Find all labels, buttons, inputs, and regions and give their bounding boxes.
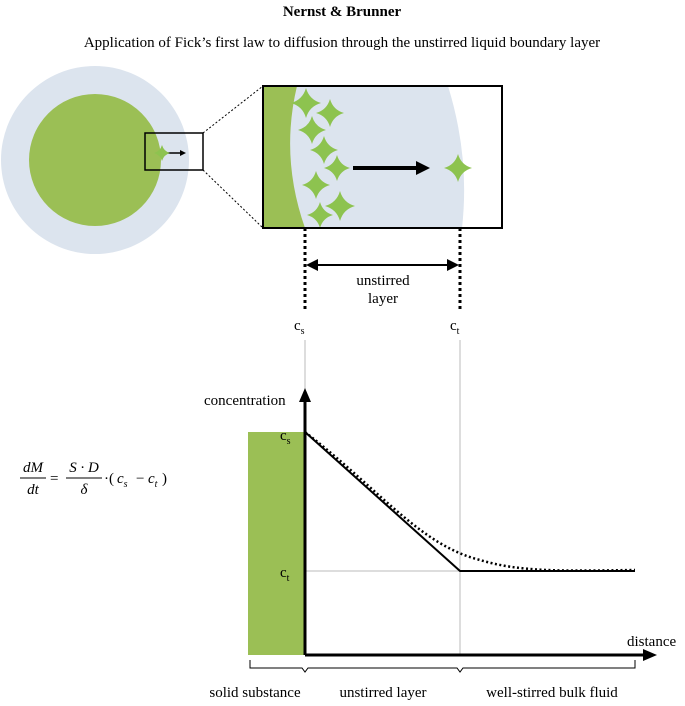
molecule [444,154,472,182]
eq-part: ·( [104,471,114,487]
cs-label: cs [280,428,291,447]
molecule [302,171,330,199]
region-label: solid substance [209,685,301,701]
eq-part: ct [148,471,158,490]
eq-part: ) [162,471,167,487]
x-label: distance [627,634,676,650]
cs-label: cs [294,318,305,337]
ct-label: ct [280,565,290,584]
eq-part: dt [27,482,40,498]
region-bracket [249,660,636,673]
title: Nernst & Brunner [283,4,402,20]
eq-part: cs [117,471,128,490]
subtitle: Application of Fick’s first law to diffu… [84,35,600,51]
x-axis-head [643,649,657,661]
molecule [298,116,326,144]
zoom-line [202,85,264,134]
linear-profile [304,431,635,572]
eq-part: δ [81,482,89,498]
y-axis-head [299,388,311,402]
molecule [324,155,350,181]
eq-part: − [136,471,144,487]
equation: dM dt = S · D δ ·( cs − ct ) [20,460,167,498]
y-label: concentration [204,393,286,409]
mini-arrow-head [180,150,186,156]
molecule [310,136,338,164]
layer-label: layer [368,291,398,307]
zoom-line [202,169,264,229]
molecule [154,145,170,161]
diffusion-arrow-head [416,161,430,175]
real-profile [304,431,636,572]
layer-label: unstirred [356,273,410,289]
zoom-frame [262,85,503,229]
solid-block [248,432,305,655]
eq-part: S · D [69,460,99,476]
molecule [307,202,333,228]
region-label: unstirred layer [339,685,426,701]
region-label: well-stirred bulk fluid [486,685,618,701]
particle-circle [29,94,161,226]
molecule [291,88,321,118]
eq-part: dM [23,460,45,476]
zoom-source [144,132,204,171]
molecule [325,191,355,221]
molecule [316,99,344,127]
eq-part: = [50,471,58,487]
ct-label: ct [450,318,460,337]
zoom-solid [263,86,305,228]
